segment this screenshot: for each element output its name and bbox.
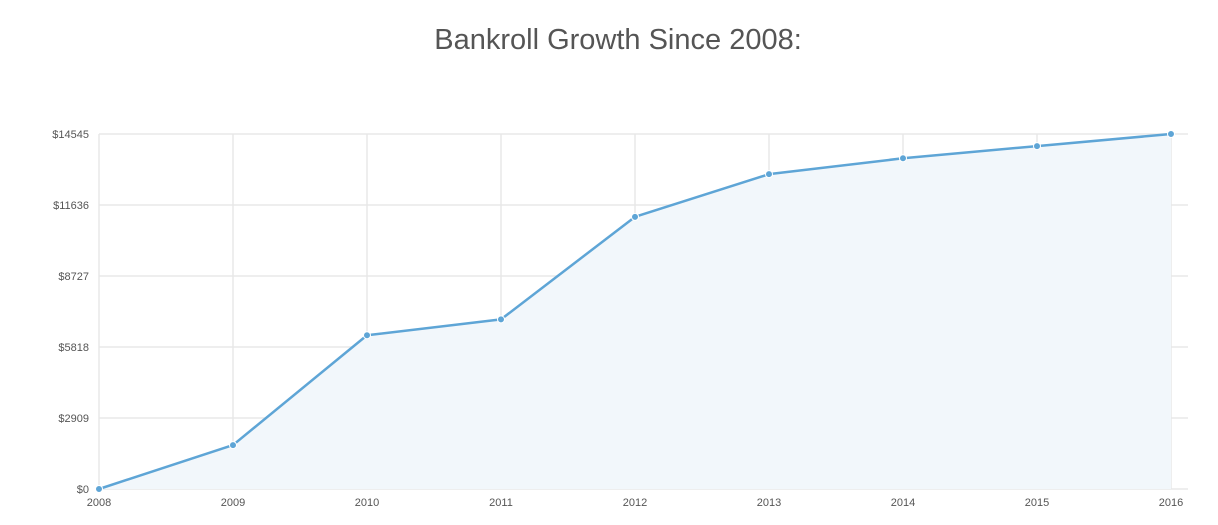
data-point[interactable] xyxy=(95,485,103,493)
data-point[interactable] xyxy=(229,441,237,450)
x-tick-label: 2014 xyxy=(891,497,915,509)
data-point[interactable] xyxy=(497,315,505,324)
area-fill xyxy=(99,134,1171,489)
x-tick-label: 2016 xyxy=(1159,497,1183,509)
x-tick-label: 2013 xyxy=(757,497,781,509)
data-point[interactable] xyxy=(899,154,907,163)
x-axis-ticks: 2008 2009 2010 2011 2012 2013 2014 2015 2016 xyxy=(87,497,1183,509)
x-tick-label: 2010 xyxy=(355,497,379,509)
y-tick-label: $8727 xyxy=(58,271,89,283)
x-tick-label: 2015 xyxy=(1025,497,1049,509)
y-tick-label: $2909 xyxy=(58,413,89,425)
x-tick-label: 2012 xyxy=(623,497,647,509)
y-tick-label: $5818 xyxy=(58,342,89,354)
y-tick-label: $11636 xyxy=(53,200,89,212)
data-point[interactable] xyxy=(1167,130,1175,138)
points-layer xyxy=(95,130,1175,493)
x-tick-label: 2011 xyxy=(489,497,513,509)
y-axis-ticks: $0 $2909 $5818 $8727 $11636 $14545 xyxy=(52,129,89,496)
chart-title: Bankroll Growth Since 2008: xyxy=(434,24,802,56)
x-tick-label: 2009 xyxy=(221,497,245,509)
data-point[interactable] xyxy=(1033,142,1041,151)
data-point[interactable] xyxy=(363,331,371,340)
y-tick-label: $0 xyxy=(77,484,89,496)
data-point[interactable] xyxy=(631,212,639,221)
x-tick-label: 2008 xyxy=(87,497,111,509)
data-point[interactable] xyxy=(765,170,773,179)
y-tick-label: $14545 xyxy=(52,129,89,141)
